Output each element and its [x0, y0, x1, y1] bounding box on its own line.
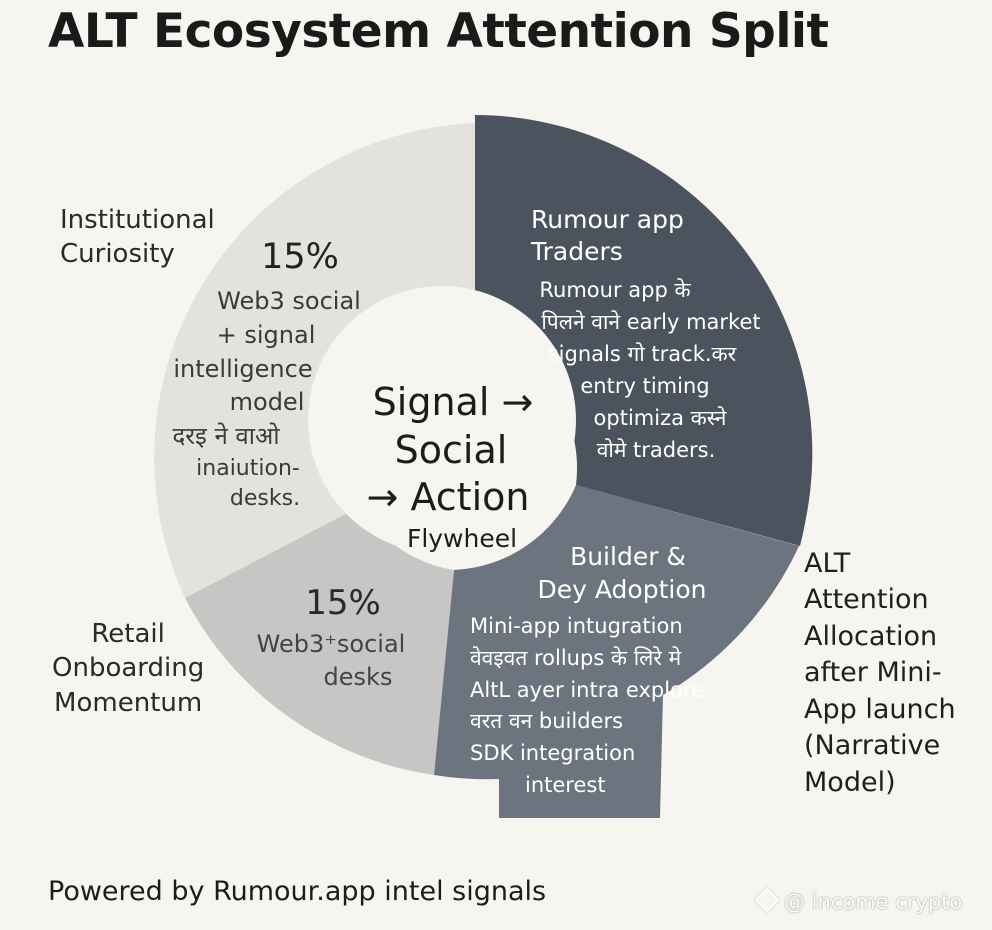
institutional-desc-4: model	[230, 388, 305, 416]
retail-desc-1: Web3⁺social	[257, 630, 406, 658]
institutional-desc-1: Web3 social	[217, 287, 361, 315]
watermark-logo-icon	[754, 887, 780, 913]
alt-label-line: App launch	[804, 693, 956, 725]
institutional-label-line: Curiosity	[60, 239, 175, 270]
slice-institutional-curiosity	[154, 123, 476, 598]
builder-desc-5: SDK integration	[470, 741, 635, 765]
builder-desc-2: वेवइवत rollups के लिरे मे	[470, 646, 682, 670]
institutional-desc-7: desks.	[230, 486, 300, 511]
retail-label-line: Momentum	[54, 687, 203, 718]
builder-heading-1: Builder &	[570, 542, 686, 571]
traders-desc-5: optimiza कस्ने	[594, 406, 727, 430]
builder-desc-6: interest	[525, 773, 606, 797]
institutional-desc-5: दरइ ने वाओ	[172, 422, 279, 450]
builder-desc-1: Mini-app intugration	[470, 614, 683, 638]
center-subtitle: Flywheel	[407, 524, 517, 553]
center-line-1: Signal →	[373, 380, 534, 424]
institutional-value-label: 15%	[261, 237, 339, 277]
alt-label-line: Model)	[804, 766, 896, 798]
center-line-3: → Action	[367, 475, 530, 519]
traders-desc-2: पिलने वाने early market	[541, 310, 760, 334]
retail-label-line: Onboarding	[52, 653, 205, 684]
watermark-text: @ income crypto	[784, 890, 963, 914]
alt-attention-allocation-label: ALT Attention Allocation after Mini- App…	[804, 546, 956, 801]
center-line-2: Social	[395, 428, 508, 472]
alt-label-line: Allocation	[804, 620, 938, 652]
retail-label-line: Retail	[91, 619, 165, 649]
alt-label-line: (Narrative	[804, 730, 941, 762]
traders-desc-4: entry timing	[580, 374, 709, 398]
builder-desc-3: AltL ayer intra explore	[470, 678, 704, 702]
institutional-desc-2: + signal	[217, 321, 316, 349]
watermark: @ income crypto	[754, 887, 963, 914]
institutional-desc-3: intelligence	[173, 355, 312, 383]
builder-heading-2: Dey Adoption	[538, 575, 707, 604]
traders-heading-1: Rumour app	[531, 205, 684, 234]
footer-credit: Powered by Rumour.app intel signals	[48, 876, 547, 907]
alt-label-line: ALT	[804, 548, 851, 579]
alt-label-line: Attention	[804, 584, 929, 616]
institutional-desc-6: inaiution-	[196, 456, 300, 481]
traders-desc-1: Rumour app के	[539, 278, 691, 302]
slice-builder-adoption	[434, 485, 799, 818]
institutional-label-line: Institutional	[60, 205, 215, 235]
chart-title: ALT Ecosystem Attention Split	[48, 4, 829, 59]
traders-desc-3: signals गो track.कर	[548, 342, 737, 366]
retail-desc-2: desks	[324, 663, 393, 691]
retail-onboarding-label: Retail Onboarding Momentum	[52, 617, 204, 720]
slice-retail-onboarding	[185, 507, 454, 775]
alt-label-line: after Mini-	[804, 657, 942, 689]
retail-value-label: 15%	[305, 583, 381, 623]
slice-rumour-traders	[475, 115, 813, 546]
institutional-curiosity-label: Institutional Curiosity	[60, 203, 215, 272]
builder-desc-4: वरत वन builders	[470, 709, 623, 733]
traders-heading-2: Traders	[530, 237, 623, 266]
traders-desc-6: वोमे traders.	[597, 438, 716, 462]
center-hub	[308, 286, 576, 554]
